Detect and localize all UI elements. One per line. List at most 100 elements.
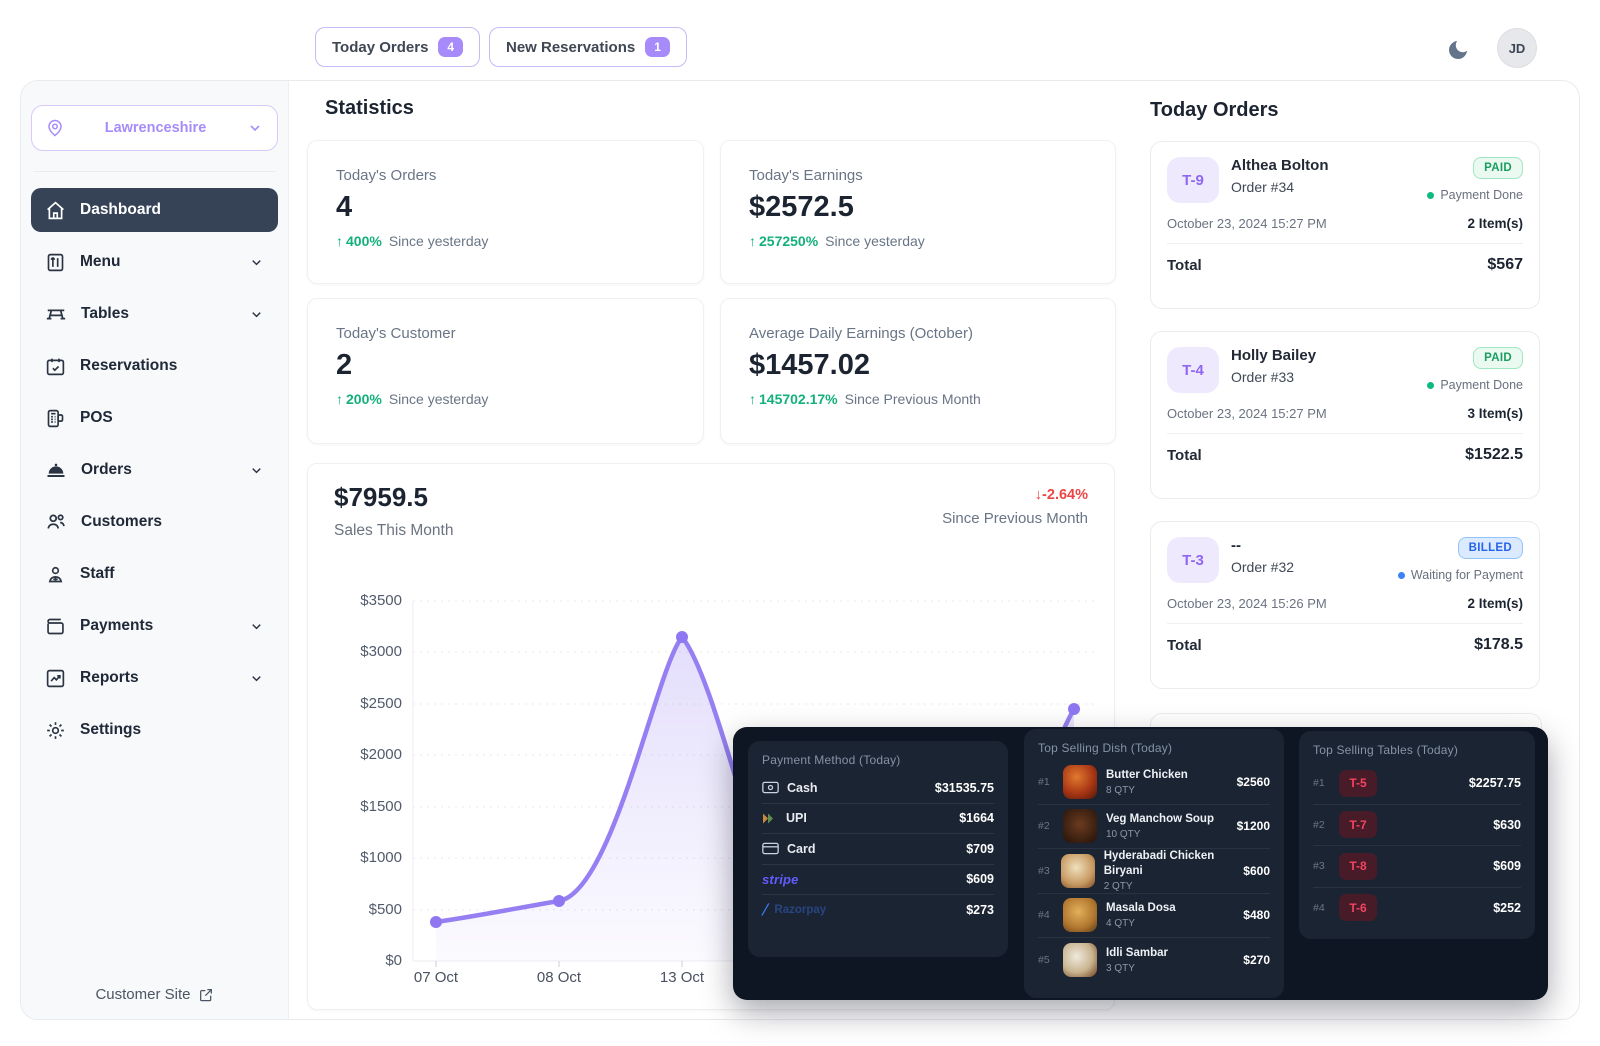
dish-amount: $1200 [1236, 819, 1270, 834]
payment-row-cash: Cash $31535.75 [762, 773, 994, 804]
content-frame [20, 80, 1580, 1020]
table-badge: T-5 [1339, 769, 1377, 797]
sidebar-item-label: Staff [80, 565, 115, 582]
dish-qty: 3 QTY [1106, 962, 1135, 974]
table-badge: T-7 [1339, 811, 1377, 839]
today-orders-button-label: Today Orders [332, 38, 429, 56]
sidebar-item-dashboard[interactable]: Dashboard [31, 188, 278, 232]
stat-value: 2 [336, 349, 353, 381]
payment-method-name: UPI [786, 811, 807, 826]
user-avatar[interactable]: JD [1497, 28, 1537, 68]
sidebar-divider [33, 171, 276, 172]
stat-label: Today's Customer [336, 325, 456, 342]
stat-value: 4 [336, 191, 353, 223]
y-axis-tick: $0 [385, 952, 402, 969]
sidebar-item-reports[interactable]: Reports [31, 656, 278, 700]
dish-image [1063, 764, 1097, 799]
sidebar-item-customers[interactable]: Customers [31, 500, 278, 544]
order-card[interactable]: T-4 Holly Bailey Order #33 PAID Payment … [1150, 331, 1540, 499]
dish-amount: $270 [1243, 952, 1270, 967]
sidebar-item-payments[interactable]: Payments [31, 604, 278, 648]
table-badge: T-6 [1339, 894, 1377, 922]
x-axis-tick: 07 Oct [413, 969, 459, 986]
chart-area-fill [436, 637, 1074, 984]
razorpay-logo-mark: ⧸ [762, 901, 767, 917]
payment-method-amount: $31535.75 [934, 780, 994, 795]
sidebar-item-reservations[interactable]: Reservations [31, 344, 278, 388]
sidebar-item-settings[interactable]: Settings [31, 708, 278, 752]
sales-trend: ↓-2.64% Since Previous Month [942, 486, 1088, 527]
dish-name: Idli Sambar [1106, 946, 1168, 959]
trend-percent: 145702.17% [759, 391, 838, 407]
payment-method-name: Card [787, 841, 816, 856]
x-axis-tick: 08 Oct [536, 969, 582, 986]
trend-up-arrow-icon: ↑ [749, 233, 756, 249]
sidebar-item-menu[interactable]: Menu [31, 240, 278, 284]
stat-card-todays-customer: Today's Customer 2 ↑ 200% Since yesterday [307, 298, 704, 444]
total-label: Total [1167, 446, 1202, 464]
order-card-divider [1167, 243, 1523, 244]
table-amount: $252 [1493, 900, 1521, 915]
stat-value: $2572.5 [749, 191, 854, 223]
sidebar-item-staff[interactable]: Staff [31, 552, 278, 596]
sales-subtitle: Sales This Month [334, 522, 454, 539]
dish-row: #5 Idli Sambar 3 QTY $270 [1038, 938, 1270, 982]
y-axis-tick: $1000 [360, 849, 402, 866]
wallet-icon [47, 618, 64, 634]
sidebar-item-label: Customers [81, 513, 162, 530]
external-link-icon [199, 988, 212, 1001]
report-chart-icon [46, 669, 65, 687]
payment-status-dot [1427, 381, 1435, 389]
order-card[interactable]: T-9 Althea Bolton Order #34 PAID Payment… [1150, 141, 1540, 309]
y-axis-tick: $500 [368, 901, 402, 918]
statistics-title: Statistics [325, 97, 414, 119]
stat-label: Today's Orders [336, 167, 437, 184]
dish-name: Hyderabadi Chicken Biryani [1103, 850, 1215, 877]
new-reservations-button[interactable]: New Reservations 1 [489, 27, 687, 67]
dish-amount: $600 [1243, 863, 1270, 878]
sidebar-item-pos[interactable]: POS [31, 396, 278, 440]
y-axis-tick: $2000 [360, 746, 402, 763]
cash-icon [762, 782, 779, 794]
table-chip: T-4 [1167, 347, 1219, 393]
chevron-down-icon [250, 125, 260, 132]
trend-suffix: Since yesterday [388, 391, 489, 407]
dish-amount: $2560 [1236, 774, 1270, 789]
chart-data-points [430, 631, 1080, 928]
sidebar-item-orders[interactable]: Orders [31, 448, 278, 492]
new-reservations-count-badge: 1 [645, 37, 670, 57]
upi-logo-icon [763, 813, 773, 824]
sidebar-item-label: Payments [80, 617, 154, 634]
order-card[interactable]: T-3 -- Order #32 BILLED Waiting for Paym… [1150, 521, 1540, 689]
payment-method-panel: Payment Method (Today) Cash $31535.75 UP… [748, 741, 1008, 957]
table-rank: #1 [1313, 777, 1325, 790]
sidebar-item-label: Reservations [80, 357, 178, 374]
today-orders-button[interactable]: Today Orders 4 [315, 27, 481, 67]
table-icon [46, 309, 66, 320]
trend-down-arrow-icon: ↓ [1034, 487, 1043, 503]
sidebar-item-tables[interactable]: Tables [31, 292, 278, 336]
sidebar-item-label: Tables [81, 305, 129, 322]
calendar-check-icon [46, 358, 65, 375]
trend-suffix: Since yesterday [388, 233, 489, 249]
table-row: #1 T-5 $2257.75 [1313, 763, 1521, 805]
order-number: Order #32 [1231, 559, 1295, 575]
customer-site-link[interactable]: Customer Site [21, 986, 288, 1003]
pos-terminal-icon [47, 409, 64, 427]
dish-rank: #5 [1038, 953, 1050, 966]
top-selling-dish-panel: Top Selling Dish (Today) #1 Butter Chick… [1024, 729, 1284, 998]
sidebar: Lawrenceshire Dashboard Menu Tables Rese… [21, 81, 289, 1019]
sidebar-item-label: Menu [80, 253, 121, 270]
chevron-down-icon [252, 259, 261, 265]
top-selling-tables-panel: Top Selling Tables (Today) #1 T-5 $2257.… [1299, 731, 1535, 939]
payment-method-amount: $709 [966, 841, 994, 856]
stat-card-todays-orders: Today's Orders 4 ↑ 400% Since yesterday [307, 140, 704, 284]
location-selector[interactable]: Lawrenceshire [31, 105, 278, 151]
sidebar-item-label: Orders [81, 461, 132, 478]
dish-name: Butter Chicken [1106, 768, 1188, 781]
dark-mode-toggle[interactable] [1441, 33, 1475, 67]
razorpay-logo: Razorpay [774, 903, 827, 916]
trend-percent: 400% [346, 233, 382, 249]
table-rank: #3 [1313, 860, 1325, 873]
